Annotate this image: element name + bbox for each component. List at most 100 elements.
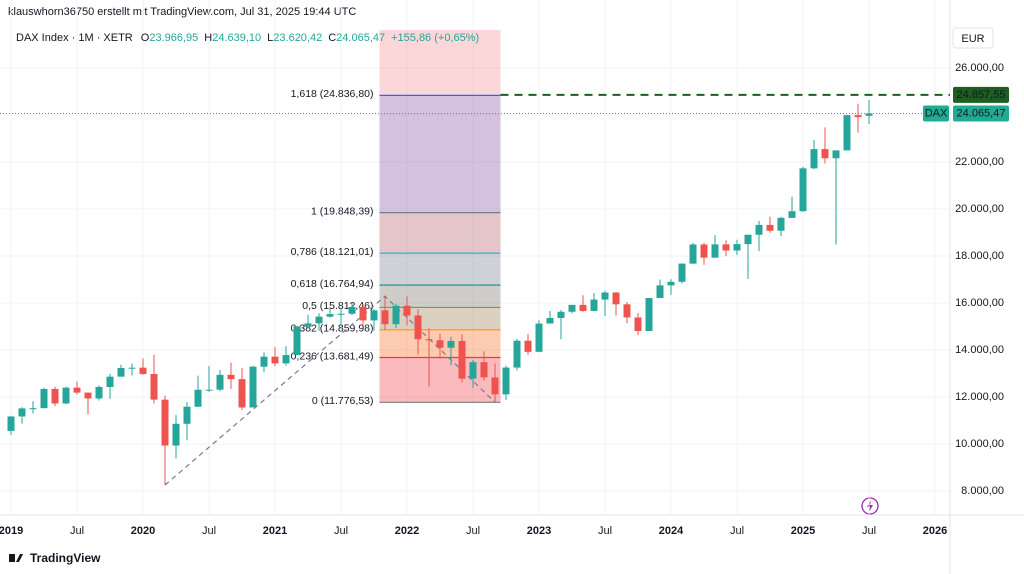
candle-body <box>513 340 521 368</box>
candle-body <box>579 304 587 311</box>
candle-body <box>491 377 499 395</box>
fib-label: 1 (19.848,39) <box>311 205 373 217</box>
candle-body <box>854 115 862 118</box>
candle-body <box>645 297 653 332</box>
x-tick-label: Jul <box>70 525 84 537</box>
candle-body <box>799 168 807 212</box>
candle-body <box>62 387 70 404</box>
candle-body <box>535 323 543 352</box>
candle-body <box>810 149 818 169</box>
legend-key: L <box>267 32 273 44</box>
alert-bolt <box>867 500 873 512</box>
candle-body <box>238 379 246 408</box>
legend-key: H <box>204 32 212 44</box>
target-label: 24.857,55 <box>957 89 1006 101</box>
x-tick-label: Jul <box>202 525 216 537</box>
x-tick-label: 2021 <box>263 525 287 537</box>
x-tick-label: 2022 <box>395 525 419 537</box>
candle-body <box>568 304 576 312</box>
candle-body <box>502 367 510 395</box>
candle-body <box>414 315 422 340</box>
candle-body <box>348 306 356 314</box>
candle-body <box>557 311 565 318</box>
legend-value: 24.639,10 <box>212 32 261 44</box>
candle-body <box>700 244 708 258</box>
candle-body <box>469 362 477 379</box>
fib-label: 0,786 (18.121,01) <box>291 246 374 258</box>
legend-value: 23.620,42 <box>273 32 322 44</box>
candle-body <box>326 314 334 317</box>
target-box <box>953 86 1009 103</box>
fib-label: 0,5 (15.812,46) <box>302 300 373 312</box>
candle-body <box>359 306 367 321</box>
candle-body <box>403 305 411 316</box>
candle-body <box>601 292 609 300</box>
legend: DAX Index · 1M · XETR O23.966,95 H24.639,1… <box>16 32 479 44</box>
candle-body <box>722 244 730 251</box>
candle-body <box>821 149 829 159</box>
x-tick-label: Jul <box>862 525 876 537</box>
candle-body <box>51 388 59 404</box>
x-tick-label: 2020 <box>131 525 155 537</box>
y-tick-label: 14.000,00 <box>955 344 1004 356</box>
x-tick-label: 2019 <box>0 525 23 537</box>
brand-logo <box>9 554 23 562</box>
candle-body <box>623 304 631 318</box>
y-tick-label: 20.000,00 <box>955 203 1004 215</box>
fib-band <box>379 212 501 254</box>
candle-body <box>161 399 169 446</box>
y-tick-label: 10.000,00 <box>955 438 1004 450</box>
candle-body <box>172 423 180 446</box>
candle-body <box>370 310 378 321</box>
currency-box[interactable] <box>952 27 994 49</box>
candle-body <box>106 376 114 387</box>
brand: TradingView <box>30 551 101 565</box>
legend-change: +155,86 (+0,65%) <box>391 32 479 44</box>
candle-body <box>216 374 224 390</box>
y-tick-label: 12.000,00 <box>955 391 1004 403</box>
candle-body <box>667 281 675 286</box>
candle-body <box>524 340 532 352</box>
candle-body <box>128 367 136 369</box>
candle-body <box>711 244 719 258</box>
fib-band <box>379 285 501 308</box>
header: klauswhorn36750 erstellt mit TradingView… <box>8 6 356 18</box>
candle-body <box>293 326 301 356</box>
candle-body <box>590 299 598 311</box>
x-tick-label: Jul <box>334 525 348 537</box>
legend-key: C <box>328 32 336 44</box>
candle-body <box>139 367 147 374</box>
legend-value: 23.966,95 <box>149 32 198 44</box>
x-tick-label: 2023 <box>527 525 551 537</box>
candle-body <box>227 374 235 380</box>
candle-body <box>205 389 213 391</box>
candle-body <box>865 113 873 116</box>
last-name-box <box>923 105 949 122</box>
candle-body <box>436 340 444 348</box>
fib-label: 0,236 (13.681,49) <box>291 350 374 362</box>
candle-body <box>689 244 697 264</box>
fib-band <box>379 357 501 403</box>
candle-body <box>7 416 15 431</box>
candle-body <box>117 367 125 377</box>
candle-body <box>546 317 554 324</box>
candle-body <box>194 389 202 407</box>
candle-body <box>304 323 312 327</box>
fib-label: 0,618 (16.764,94) <box>291 278 374 290</box>
candle-body <box>458 340 466 379</box>
fib-band <box>379 95 501 213</box>
x-tick-label: 2025 <box>791 525 815 537</box>
candle-body <box>183 406 191 424</box>
x-tick-label: 2024 <box>659 525 684 537</box>
candle-body <box>249 366 257 408</box>
candle-body <box>777 217 785 231</box>
candle-body <box>832 150 840 159</box>
candle-body <box>260 356 268 367</box>
last-name: DAX <box>925 107 948 119</box>
last-box <box>953 105 1009 122</box>
candle-body <box>282 355 290 364</box>
candle-body <box>337 313 345 315</box>
candle-body <box>733 244 741 251</box>
candle-body <box>95 386 103 399</box>
